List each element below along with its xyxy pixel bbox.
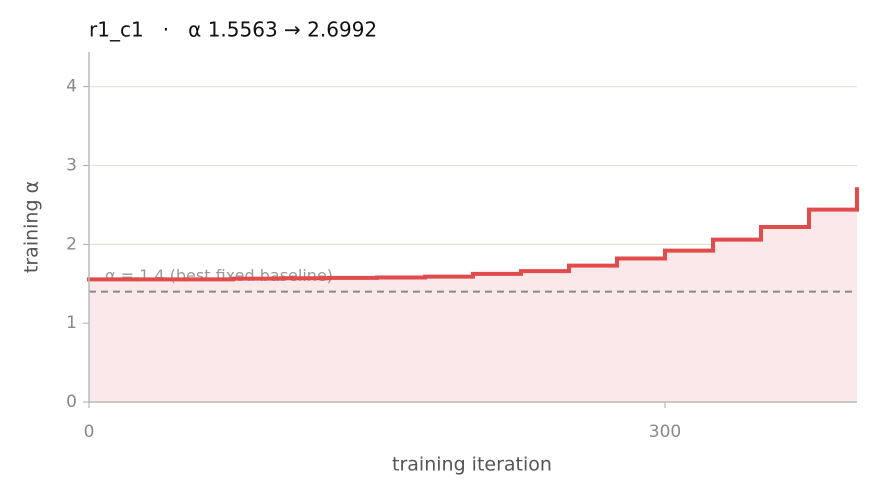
x-axis-label: training iteration <box>392 454 552 476</box>
y-tick-label: 3 <box>66 156 77 176</box>
x-tick-label: 300 <box>649 422 681 442</box>
baseline-label: α = 1.4 (best fixed baseline) <box>105 266 333 285</box>
chart-title: r1_c1 · α 1.5563 → 2.6992 <box>89 18 377 42</box>
y-axis-label: training α <box>21 181 43 273</box>
y-tick-label: 2 <box>66 234 77 254</box>
y-tick-label: 4 <box>66 77 77 97</box>
area-fill <box>89 189 857 402</box>
y-tick-label: 1 <box>66 313 77 333</box>
x-tick-label: 0 <box>84 422 95 442</box>
y-tick-label: 0 <box>66 392 77 412</box>
